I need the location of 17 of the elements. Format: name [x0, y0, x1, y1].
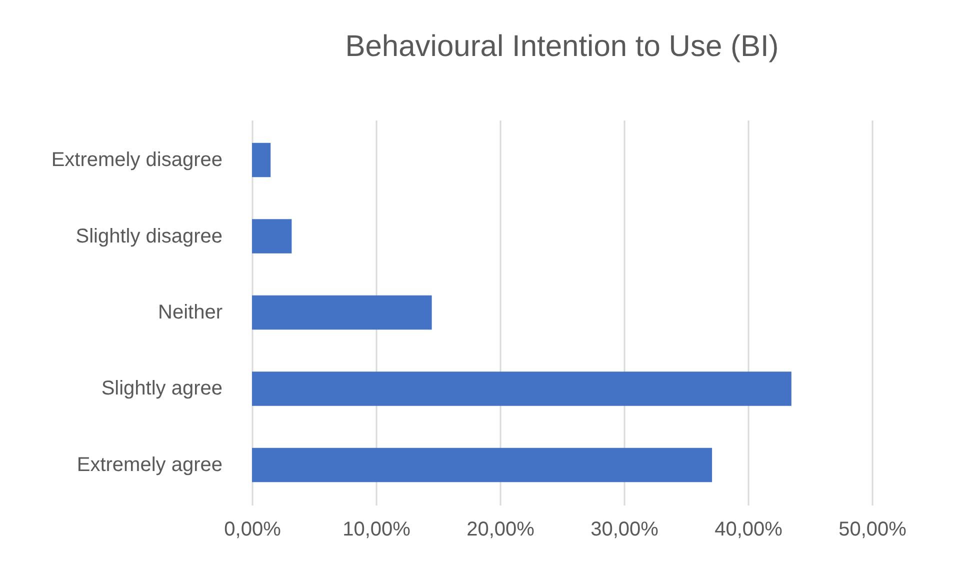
x-tick-label: 10,00% — [342, 518, 411, 540]
bar — [252, 142, 271, 178]
y-tick-label: Extremely agree — [76, 454, 222, 476]
x-tick-label: 0,00% — [224, 518, 282, 540]
bar — [252, 295, 432, 330]
chart-title: Behavioural Intention to Use (BI) — [345, 30, 779, 63]
bar — [252, 448, 712, 482]
bar — [252, 219, 292, 254]
bar — [252, 372, 792, 406]
y-tick-label: Slightly agree — [101, 378, 222, 400]
x-tick-label: 40,00% — [714, 518, 783, 540]
x-tick-label: 30,00% — [590, 518, 659, 540]
y-tick-label: Neither — [158, 302, 223, 324]
x-tick-label: 20,00% — [466, 518, 535, 540]
x-tick-label: 50,00% — [838, 518, 907, 540]
y-tick-label: Slightly disagree — [76, 225, 222, 248]
y-tick-label: Extremely disagree — [51, 149, 222, 172]
